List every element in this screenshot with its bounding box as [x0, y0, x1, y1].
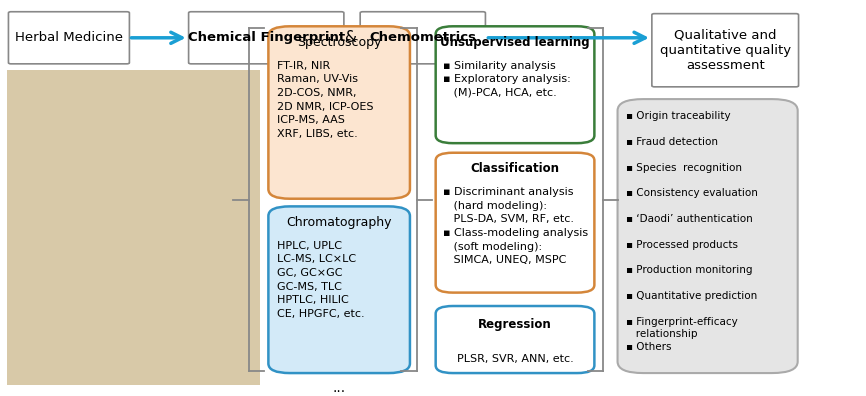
FancyBboxPatch shape	[189, 12, 344, 64]
Text: ▪ Processed products: ▪ Processed products	[626, 240, 738, 249]
Text: Spectroscopy: Spectroscopy	[297, 36, 381, 49]
Text: ▪ Discriminant analysis
   (hard modeling):
   PLS-DA, SVM, RF, etc.
▪ Class-mod: ▪ Discriminant analysis (hard modeling):…	[443, 187, 588, 265]
FancyBboxPatch shape	[360, 12, 486, 64]
FancyBboxPatch shape	[9, 12, 129, 64]
Text: Classification: Classification	[470, 162, 559, 175]
Text: Herbal Medicine: Herbal Medicine	[15, 31, 123, 44]
FancyBboxPatch shape	[617, 99, 798, 373]
FancyBboxPatch shape	[436, 26, 594, 143]
Text: Qualitative and
quantitative quality
assessment: Qualitative and quantitative quality ass…	[660, 29, 791, 72]
Bar	[7, 70, 260, 385]
Text: &: &	[345, 30, 357, 45]
Text: Chemical Fingerprint: Chemical Fingerprint	[188, 31, 345, 44]
Text: Chromatography: Chromatography	[287, 216, 392, 229]
Text: ▪ Fraud detection: ▪ Fraud detection	[626, 137, 718, 147]
Text: ▪ ‘Daodi’ authentication: ▪ ‘Daodi’ authentication	[626, 214, 753, 224]
FancyBboxPatch shape	[268, 206, 410, 373]
FancyBboxPatch shape	[436, 153, 594, 293]
FancyBboxPatch shape	[436, 306, 594, 373]
Text: FT-IR, NIR
Raman, UV-Vis
2D-COS, NMR,
2D NMR, ICP-OES
ICP-MS, AAS
XRF, LIBS, etc: FT-IR, NIR Raman, UV-Vis 2D-COS, NMR, 2D…	[277, 61, 373, 139]
Text: ▪ Consistency evaluation: ▪ Consistency evaluation	[626, 188, 758, 198]
Text: ▪ Production monitoring: ▪ Production monitoring	[626, 265, 753, 275]
Text: ▪ Species  recognition: ▪ Species recognition	[626, 163, 742, 173]
Text: Unsupervised learning: Unsupervised learning	[440, 36, 590, 49]
Text: ▪ Origin traceability: ▪ Origin traceability	[626, 111, 731, 121]
Text: PLSR, SVR, ANN, etc.: PLSR, SVR, ANN, etc.	[456, 354, 573, 364]
FancyBboxPatch shape	[268, 26, 410, 199]
FancyBboxPatch shape	[652, 13, 798, 87]
Text: ▪ Quantitative prediction: ▪ Quantitative prediction	[626, 291, 758, 301]
Text: ▪ Similarity analysis
▪ Exploratory analysis:
   (M)-PCA, HCA, etc.: ▪ Similarity analysis ▪ Exploratory anal…	[443, 61, 571, 98]
Text: ...: ...	[333, 381, 346, 395]
Text: ▪ Others: ▪ Others	[626, 342, 672, 352]
Text: Chemometrics: Chemometrics	[369, 31, 476, 44]
Text: HPLC, UPLC
LC-MS, LC×LC
GC, GC×GC
GC-MS, TLC
HPTLC, HILIC
CE, HPGFC, etc.: HPLC, UPLC LC-MS, LC×LC GC, GC×GC GC-MS,…	[277, 241, 365, 319]
Text: ▪ Fingerprint-efficacy
   relationship: ▪ Fingerprint-efficacy relationship	[626, 317, 738, 339]
Text: Regression: Regression	[478, 318, 552, 331]
